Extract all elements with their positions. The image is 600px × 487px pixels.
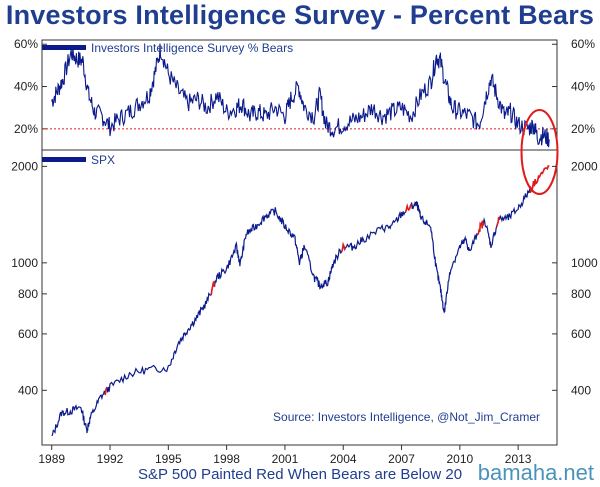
x-tick-label: 1998	[213, 452, 240, 466]
bears-panel: 20% 20% 40% 40% 60% 60% Investors Intelligenc…	[14, 37, 595, 195]
source-note: Source: Investors Intelligence, @Not_Jim…	[273, 410, 540, 424]
bears-series-line	[51, 43, 550, 148]
x-axis: 1989 1992 1995 1998 2001 2004 2007 2010 2013	[38, 445, 532, 466]
plot-border	[41, 39, 558, 446]
spx-y-tick-left: 800	[18, 287, 38, 301]
spx-y-tick-left: 600	[18, 327, 38, 341]
spx-red-segment	[404, 203, 412, 213]
spx-red-segment	[340, 241, 346, 253]
spx-red-segment	[529, 164, 550, 194]
spx-red-segment	[476, 220, 484, 236]
x-tick-label: 2013	[505, 452, 532, 466]
spx-legend-swatch	[42, 157, 86, 162]
spx-panel: 400 400 600 600 800 800 1000 1000 2000 2000 SPX S…	[11, 153, 598, 466]
spx-highlighted-segments	[104, 164, 550, 396]
spx-series-line	[51, 165, 550, 437]
x-tick-label: 1995	[155, 452, 182, 466]
bears-legend-swatch	[42, 45, 86, 50]
spx-y-tick-left: 400	[18, 383, 38, 397]
spx-legend: SPX	[42, 153, 115, 167]
spx-red-segment	[496, 216, 501, 227]
spx-y-tick-left: 1000	[11, 256, 38, 270]
x-tick-label: 2010	[446, 452, 473, 466]
bears-legend: Investors Intelligence Survey % Bears	[42, 41, 293, 55]
spx-red-segment	[210, 281, 216, 295]
x-tick-label: 2004	[330, 452, 357, 466]
x-tick-label: 2001	[272, 452, 299, 466]
bears-y-tick-right: 60%	[571, 37, 595, 51]
spx-red-segment	[104, 386, 108, 396]
spx-y-axis: 400 400 600 600 800 800 1000 1000 2000 2000	[11, 159, 598, 397]
spx-y-tick-right: 1000	[571, 256, 598, 270]
spx-legend-label: SPX	[91, 153, 115, 167]
x-tick-label: 1989	[38, 452, 65, 466]
spx-y-tick-right: 2000	[571, 159, 598, 173]
x-tick-label: 2007	[388, 452, 415, 466]
bears-y-tick-left: 20%	[14, 122, 38, 136]
spx-y-tick-right: 400	[571, 383, 591, 397]
spx-y-tick-right: 600	[571, 327, 591, 341]
x-tick-label: 1992	[97, 452, 124, 466]
chart-caption: S&P 500 Painted Red When Bears are Below…	[137, 466, 463, 483]
bears-y-tick-right: 40%	[571, 80, 595, 94]
bears-y-tick-left: 40%	[14, 80, 38, 94]
spx-y-tick-right: 800	[571, 287, 591, 301]
chart-title: Investors Intelligence Survey - Percent …	[5, 0, 595, 30]
chart-frame	[41, 39, 558, 446]
bears-y-tick-left: 60%	[14, 37, 38, 51]
watermark: bamaha.net	[477, 460, 594, 485]
bears-legend-label: Investors Intelligence Survey % Bears	[91, 41, 293, 55]
highlight-circle	[520, 109, 559, 195]
bears-y-tick-right: 20%	[571, 122, 595, 136]
spx-y-tick-left: 2000	[11, 159, 38, 173]
bears-y-axis: 20% 20% 40% 40% 60% 60%	[14, 37, 595, 136]
